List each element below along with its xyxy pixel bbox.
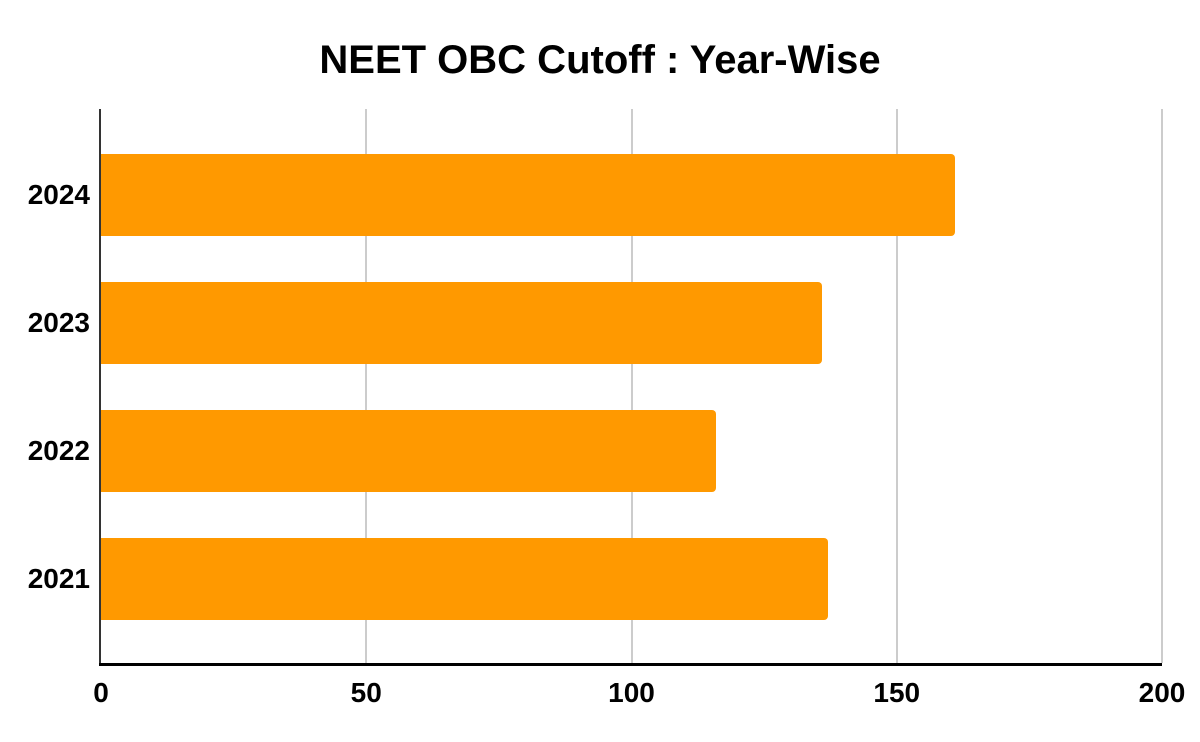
plot-area: 2024 2023 2022 2021 0 50 100 150 200 <box>28 109 1185 708</box>
bar-2021 <box>101 538 828 620</box>
gridline-50 <box>365 109 368 663</box>
gridline-150 <box>895 109 898 663</box>
x-tick-label-100: 100 <box>608 677 655 708</box>
y-axis-label-2023: 2023 <box>27 307 90 338</box>
x-tick-label-200: 200 <box>1138 677 1186 708</box>
bar-2022 <box>101 410 717 492</box>
bar-2024 <box>101 154 956 236</box>
y-axis-label-2021: 2021 <box>27 563 90 594</box>
chart-title: NEET OBC Cutoff : Year-Wise <box>319 38 881 82</box>
x-tick-label-0: 0 <box>93 677 109 708</box>
y-axis-label-2024: 2024 <box>27 179 90 210</box>
x-tick-label-150: 150 <box>873 677 921 708</box>
y-axis-line <box>99 109 101 663</box>
x-axis-line <box>99 663 1162 666</box>
x-tick-label-50: 50 <box>350 677 382 708</box>
gridline-200 <box>1161 109 1163 663</box>
gridline-100 <box>630 109 633 663</box>
y-axis-label-2022: 2022 <box>27 435 90 466</box>
bar-2023 <box>101 282 823 364</box>
